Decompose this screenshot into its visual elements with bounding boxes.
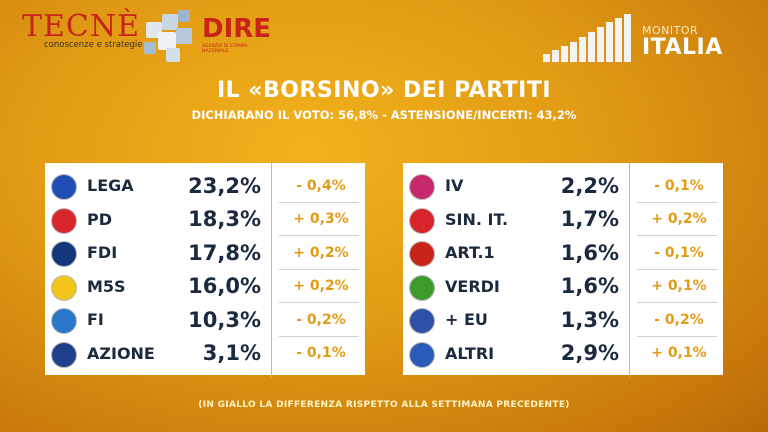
party-logo-icon	[51, 308, 77, 334]
party-value: 23,2%	[188, 173, 261, 198]
party-row: ALTRI 2,9% + 0,1%	[409, 337, 717, 371]
party-delta: + 0,3%	[293, 211, 349, 228]
party-row: M5S 16,0% + 0,2%	[51, 270, 359, 303]
party-name: + EU	[445, 310, 488, 330]
cubes-logo-icon	[140, 10, 200, 66]
header-bar: TECNÈ conoscenze e strategie DIRE AGENZI…	[0, 0, 768, 68]
bar-chart-icon	[543, 14, 638, 62]
party-delta: - 0,1%	[654, 177, 704, 194]
party-logo-icon	[409, 207, 435, 234]
party-row: + EU 1,3% - 0,2%	[409, 303, 717, 337]
row-separator	[279, 268, 359, 270]
party-value: 1,6%	[560, 274, 619, 299]
party-row: FI 10,3% - 0,2%	[51, 303, 359, 337]
party-value: 16,0%	[188, 274, 261, 299]
row-separator	[279, 335, 359, 337]
dire-tagline: AGENZIA DI STAMPA NAZIONALE	[202, 44, 248, 54]
party-name: FI	[87, 310, 104, 330]
dire-name: DIRE	[202, 14, 272, 44]
party-row: ART.1 1,6% - 0,1%	[409, 236, 717, 270]
row-separator	[279, 201, 359, 203]
italia-label: ITALIA	[642, 35, 723, 60]
row-separator	[637, 302, 717, 303]
party-value: 1,3%	[560, 307, 619, 332]
party-value: 10,3%	[188, 307, 261, 332]
party-value: 1,6%	[560, 240, 619, 265]
monitor-label: MONITOR	[642, 24, 699, 37]
party-row: VERDI 1,6% + 0,1%	[409, 270, 717, 303]
party-name: M5S	[87, 276, 126, 296]
party-value: 2,2%	[560, 173, 619, 198]
party-logo-icon	[409, 341, 435, 368]
right-party-table: IV 2,2% - 0,1% SIN. IT. 1,7% + 0,2% ART.1 1,6% -…	[403, 163, 723, 377]
party-name: FDI	[87, 243, 118, 263]
page-subtitle: DICHIARANO IL VOTO: 56,8% - ASTENSIONE/I…	[191, 108, 577, 122]
party-row: IV 2,2% - 0,1%	[409, 169, 717, 203]
row-separator	[637, 235, 717, 236]
party-name: IV	[445, 176, 464, 196]
row-separator	[279, 235, 359, 236]
party-delta: - 0,2%	[654, 311, 704, 328]
row-separator	[637, 201, 717, 203]
party-logo-icon	[51, 241, 77, 267]
column-divider	[629, 163, 630, 377]
tecne-tagline: conoscenze e strategie	[44, 40, 143, 50]
dire-logo: DIRE AGENZIA DI STAMPA NAZIONALE	[202, 16, 272, 54]
page-title: IL «BORSINO» DEI PARTITI	[216, 78, 552, 103]
party-delta: + 0,2%	[293, 244, 349, 261]
tecne-logo: TECNÈ conoscenze e strategie	[22, 9, 143, 51]
column-divider	[271, 163, 272, 377]
party-value: 18,3%	[188, 207, 261, 232]
party-row: SIN. IT. 1,7% + 0,2%	[409, 203, 717, 236]
party-logo-icon	[51, 341, 77, 368]
party-delta: + 0,1%	[651, 345, 707, 362]
party-value: 3,1%	[202, 341, 261, 366]
party-logo-icon	[51, 174, 77, 200]
party-value: 17,8%	[188, 240, 261, 265]
party-delta: + 0,1%	[651, 278, 707, 295]
party-delta: - 0,2%	[296, 311, 346, 328]
party-delta: - 0,1%	[654, 244, 704, 261]
party-name: ALTRI	[445, 343, 495, 363]
party-delta: - 0,4%	[296, 177, 346, 194]
party-value: 2,9%	[560, 341, 619, 366]
party-value: 1,7%	[560, 207, 619, 232]
party-name: AZIONE	[87, 343, 155, 363]
party-delta: - 0,1%	[296, 345, 346, 362]
party-delta: + 0,2%	[651, 211, 707, 228]
tecne-name: TECNÈ	[22, 9, 141, 44]
party-logo-icon	[51, 274, 77, 301]
party-name: VERDI	[445, 276, 500, 296]
party-name: LEGA	[87, 176, 134, 196]
monitor-italia-logo: MONITOR ITALIA	[543, 14, 743, 62]
party-logo-icon	[409, 241, 435, 267]
row-separator	[637, 335, 717, 337]
party-logo-icon	[409, 174, 435, 200]
row-separator	[279, 302, 359, 303]
row-separator	[637, 268, 717, 270]
party-row: AZIONE 3,1% - 0,1%	[51, 337, 359, 371]
party-name: SIN. IT.	[445, 209, 509, 229]
party-row: PD 18,3% + 0,3%	[51, 203, 359, 236]
party-logo-icon	[409, 308, 435, 334]
party-name: PD	[87, 209, 113, 229]
party-row: FDI 17,8% + 0,2%	[51, 236, 359, 270]
party-logo-icon	[51, 207, 77, 234]
party-name: ART.1	[445, 243, 495, 263]
party-row: LEGA 23,2% - 0,4%	[51, 169, 359, 203]
party-delta: + 0,2%	[293, 278, 349, 295]
party-logo-icon	[409, 274, 435, 301]
footnote: (IN GIALLO LA DIFFERENZA RISPETTO ALLA S…	[198, 400, 570, 410]
left-party-table: LEGA 23,2% - 0,4% PD 18,3% + 0,3% FDI 17,8% + 0,…	[45, 163, 365, 377]
